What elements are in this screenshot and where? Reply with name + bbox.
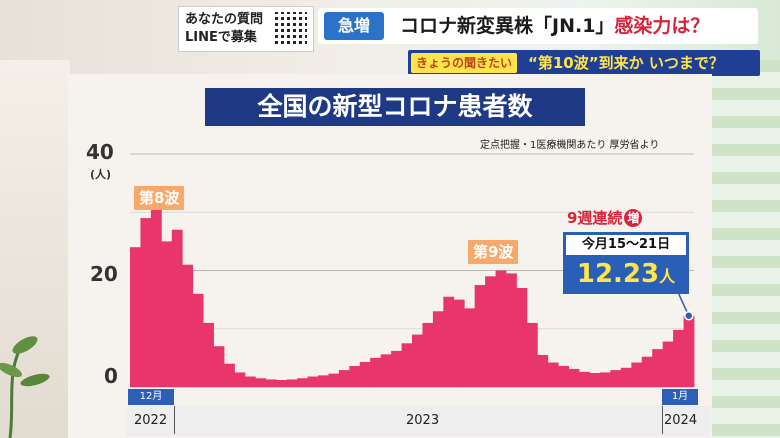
increase-badge: 増 — [624, 209, 643, 227]
x-axis-band — [126, 406, 710, 436]
bar-47 — [620, 367, 632, 387]
callout-dot — [684, 311, 694, 321]
headline-tag: 急増 — [324, 12, 384, 40]
bar-19 — [328, 373, 340, 387]
x-separator-2022 — [174, 406, 175, 434]
callout-number: 12.23 — [576, 259, 660, 289]
headline-main: コロナ新変異株「JN.1」 — [400, 15, 615, 37]
wave8-label: 第8波 — [134, 186, 185, 210]
studio-background-right — [712, 60, 780, 438]
bar-40 — [547, 362, 559, 387]
bar-42 — [568, 368, 580, 387]
bar-2 — [150, 206, 162, 387]
y-axis-unit: (人) — [90, 168, 112, 181]
bar-8 — [213, 346, 225, 387]
bar-3 — [161, 241, 173, 388]
bar-11 — [244, 376, 256, 387]
bar-1 — [140, 218, 152, 387]
bar-51 — [662, 341, 674, 387]
bar-24 — [380, 354, 392, 387]
bar-50 — [652, 349, 664, 387]
bar-25 — [391, 350, 402, 387]
question-text: あなたの質問 LINEで募集 — [185, 11, 263, 47]
bar-22 — [359, 361, 371, 387]
bar-49 — [641, 356, 653, 387]
y-tick-40: 40 — [86, 140, 114, 164]
bar-28 — [422, 322, 434, 387]
wave9-label: 第9波 — [468, 240, 519, 264]
bar-34 — [485, 276, 496, 387]
headline-bar — [318, 8, 758, 44]
bar-29 — [432, 311, 444, 387]
bar-18 — [318, 375, 329, 387]
bar-35 — [495, 270, 507, 387]
bar-20 — [338, 370, 350, 387]
bar-9 — [224, 363, 235, 387]
bar-10 — [234, 372, 246, 387]
bar-15 — [286, 379, 298, 387]
qr-code-icon — [275, 12, 307, 44]
bar-44 — [589, 373, 601, 387]
plant-decoration — [0, 336, 50, 438]
callout-value: 12.23人 — [566, 258, 686, 293]
bar-39 — [537, 354, 549, 387]
question-box: あなたの質問 LINEで募集 — [178, 6, 314, 52]
month-label-dec: 12月 — [128, 389, 174, 405]
chart-title: 全国の新型コロナ患者数 — [205, 88, 585, 126]
x-label-2022: 2022 — [134, 413, 168, 428]
question-line2: LINEで募集 — [185, 30, 257, 45]
bar-41 — [558, 366, 570, 387]
bar-48 — [631, 362, 643, 387]
bar-14 — [276, 380, 288, 387]
weeks-text: 9週連続 — [567, 209, 623, 227]
callout-period: 今月15～21日 — [566, 235, 686, 255]
bar-26 — [401, 343, 413, 387]
bar-37 — [516, 287, 528, 387]
bar-7 — [203, 322, 214, 387]
bar-27 — [412, 334, 423, 387]
bar-16 — [297, 378, 308, 387]
bar-46 — [610, 370, 622, 387]
bar-0 — [130, 247, 141, 387]
bar-38 — [526, 322, 538, 387]
bar-23 — [370, 357, 382, 388]
bar-43 — [579, 371, 590, 387]
question-line1: あなたの質問 — [185, 12, 264, 27]
bar-30 — [443, 296, 455, 387]
bar-52 — [673, 329, 684, 387]
x-separator-2024 — [662, 406, 663, 434]
bar-31 — [453, 299, 465, 388]
headline-accent: 感染力は？ — [614, 15, 710, 37]
y-tick-20: 20 — [90, 262, 118, 286]
bar-4 — [171, 229, 183, 387]
month-label-jan: 1月 — [662, 389, 698, 405]
bar-6 — [192, 293, 204, 387]
callout-unit: 人 — [659, 267, 676, 286]
bar-45 — [600, 372, 611, 387]
bar-21 — [349, 366, 361, 387]
y-tick-0: 0 — [104, 364, 118, 388]
bar-53 — [683, 315, 695, 387]
bar-33 — [474, 285, 486, 387]
bar-17 — [307, 376, 319, 387]
x-label-2023: 2023 — [406, 413, 440, 428]
chart-source: 定点把握・1医療機関あたり 厚労省より — [480, 140, 660, 151]
bar-32 — [464, 308, 476, 387]
bar-12 — [255, 378, 267, 387]
consecutive-weeks-label: 9週連続増 — [567, 207, 643, 228]
bar-36 — [506, 273, 517, 387]
headline-text: コロナ新変異株「JN.1」感染力は？ — [400, 12, 709, 40]
chart-bars — [130, 206, 695, 388]
sub-headline-text: “第10波”到来か いつまで？ — [528, 54, 724, 72]
x-label-2024: 2024 — [664, 413, 698, 428]
bar-5 — [182, 264, 194, 387]
bar-13 — [265, 379, 277, 387]
sub-headline-tag: きょうの聞きたい — [411, 53, 518, 73]
